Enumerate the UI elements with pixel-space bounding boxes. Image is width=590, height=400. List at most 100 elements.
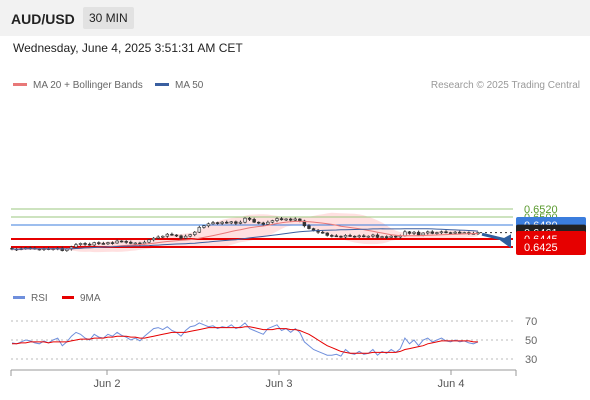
ma20-swatch <box>13 82 27 86</box>
rsi-tick-30: 30 <box>525 354 537 366</box>
level-tag-0.6425 <box>516 239 586 255</box>
candle-body <box>97 242 101 244</box>
rsi-line <box>11 322 479 357</box>
candle-body <box>279 218 284 221</box>
timestamp: Wednesday, June 4, 2025 3:51:31 AM CET <box>13 41 243 55</box>
forecast-arrowhead <box>500 234 511 249</box>
x-tick-label: Jun 3 <box>266 378 293 390</box>
candle-body <box>183 235 188 239</box>
candle-body <box>256 221 261 224</box>
candle-body <box>193 231 197 235</box>
candle-body <box>448 232 453 234</box>
candle-body <box>225 221 229 224</box>
candle-body <box>389 235 393 238</box>
ma50-swatch <box>155 82 169 86</box>
bollinger-band <box>12 212 478 253</box>
candle-body <box>106 242 110 245</box>
candle-body <box>151 237 156 241</box>
candle-body <box>366 235 371 238</box>
rsi-ma-line <box>12 326 478 354</box>
candle-body <box>238 221 243 224</box>
x-tick-label: Jun 4 <box>438 378 465 390</box>
candle-body <box>215 222 220 224</box>
candle-body <box>458 231 462 234</box>
legend-ma20: MA 20 + Bollinger Bands <box>13 80 143 91</box>
candle-body <box>161 235 165 238</box>
candle-body <box>115 240 119 244</box>
candle-body <box>197 227 202 233</box>
candle-body <box>375 234 380 238</box>
candle-body <box>142 241 147 245</box>
legend-ma50: MA 50 <box>155 80 203 91</box>
candle-body <box>421 232 425 236</box>
rsi-tick-70: 70 <box>525 316 537 328</box>
candle-body <box>124 241 128 243</box>
candle-body <box>339 235 343 238</box>
candle-body <box>284 218 288 221</box>
candle-body <box>156 236 160 239</box>
candle-body <box>307 225 311 229</box>
candle-body <box>247 217 252 220</box>
candle-body <box>426 231 430 234</box>
candle-body <box>211 222 215 225</box>
candle-body <box>362 235 366 238</box>
candle-body <box>439 231 444 234</box>
candle-body <box>407 231 412 234</box>
candle-body <box>352 235 357 238</box>
candle-body <box>174 234 179 237</box>
candle-body <box>252 219 256 223</box>
candle-body <box>371 234 375 237</box>
candle-body <box>357 235 361 238</box>
candle-body <box>444 231 448 234</box>
candle-body <box>430 231 435 234</box>
candle-body <box>170 233 174 236</box>
candle-body <box>270 220 275 223</box>
ma50-line <box>11 228 479 250</box>
candle-body <box>87 243 92 246</box>
candle-body <box>311 228 316 231</box>
level-label-0.6425: 0.6425 <box>524 242 558 254</box>
candle-body <box>412 231 416 234</box>
candle-body <box>188 234 192 237</box>
candle-body <box>435 232 439 234</box>
candle-body <box>202 225 206 228</box>
candle-body <box>179 235 183 239</box>
candle-body <box>133 242 138 245</box>
rsi-ma-swatch <box>62 295 74 299</box>
level-label-0.6520: 0.6520 <box>524 204 558 216</box>
candle-body <box>129 241 133 244</box>
legend-rsi: RSI <box>13 293 48 304</box>
candle-body <box>165 233 170 237</box>
candle-body <box>119 240 124 243</box>
candle-body <box>83 243 87 245</box>
rsi-tick-50: 50 <box>525 335 537 347</box>
candle-body <box>348 235 352 237</box>
candle-body <box>394 235 398 238</box>
candle-body <box>320 231 325 234</box>
candle-body <box>110 242 115 244</box>
candle-body <box>416 231 421 236</box>
candle-body <box>74 244 78 248</box>
x-tick-label: Jun 2 <box>94 378 121 390</box>
timeframe-badge[interactable]: 30 MIN <box>83 7 134 29</box>
candle-body <box>92 242 96 246</box>
candle-body <box>288 218 293 221</box>
candle-body <box>453 231 457 234</box>
candle-body <box>101 243 106 245</box>
candle-body <box>206 223 211 227</box>
candle-body <box>261 222 265 225</box>
candle-body <box>380 236 384 238</box>
legend-rsi-label: RSI <box>31 293 48 304</box>
candle-body <box>78 243 83 245</box>
candle-body <box>266 221 270 225</box>
candle-body <box>330 235 334 237</box>
candle-body <box>275 218 279 221</box>
candle-body <box>293 218 297 221</box>
legend-ma50-label: MA 50 <box>175 80 204 91</box>
candle-body <box>298 218 302 222</box>
candle-body <box>243 217 247 223</box>
candle-body <box>384 236 389 238</box>
rsi-swatch <box>13 295 25 299</box>
candle-body <box>220 221 224 224</box>
